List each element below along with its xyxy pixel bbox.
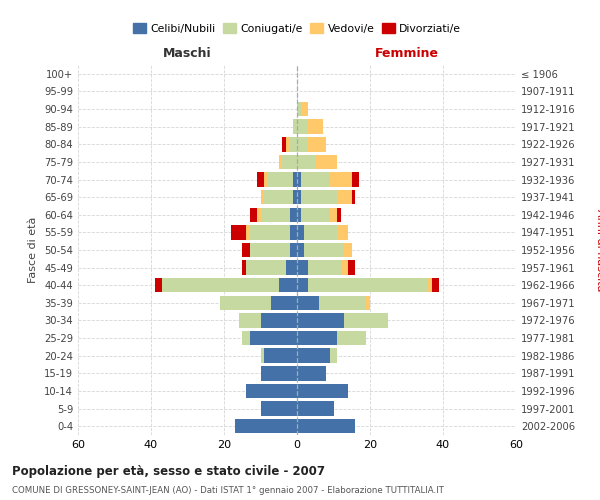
- Bar: [293, 190, 297, 204]
- Bar: [250, 225, 290, 240]
- Bar: [297, 419, 355, 434]
- Bar: [304, 225, 337, 240]
- Bar: [290, 243, 297, 257]
- Bar: [344, 243, 352, 257]
- Bar: [286, 260, 297, 275]
- Bar: [242, 243, 250, 257]
- Bar: [290, 208, 297, 222]
- Bar: [297, 225, 304, 240]
- Bar: [337, 331, 367, 345]
- Bar: [297, 208, 301, 222]
- Legend: Celibi/Nubili, Coniugati/e, Vedovi/e, Divorziati/e: Celibi/Nubili, Coniugati/e, Vedovi/e, Di…: [128, 18, 466, 38]
- Bar: [315, 154, 337, 169]
- Bar: [162, 278, 279, 292]
- Bar: [308, 278, 428, 292]
- Bar: [264, 172, 268, 186]
- Bar: [297, 348, 330, 363]
- Bar: [257, 208, 260, 222]
- Bar: [330, 348, 337, 363]
- Bar: [301, 208, 330, 222]
- Bar: [297, 260, 308, 275]
- Bar: [293, 172, 297, 186]
- Bar: [283, 154, 297, 169]
- Bar: [352, 190, 355, 204]
- Bar: [246, 384, 297, 398]
- Text: Femmine: Femmine: [374, 46, 439, 60]
- Bar: [344, 314, 388, 328]
- Bar: [260, 402, 297, 416]
- Bar: [279, 278, 297, 292]
- Bar: [301, 172, 330, 186]
- Bar: [297, 402, 334, 416]
- Bar: [367, 296, 370, 310]
- Bar: [297, 154, 315, 169]
- Bar: [297, 243, 304, 257]
- Bar: [341, 260, 348, 275]
- Bar: [297, 137, 308, 152]
- Bar: [264, 348, 297, 363]
- Bar: [246, 260, 286, 275]
- Bar: [220, 296, 271, 310]
- Bar: [432, 278, 439, 292]
- Bar: [337, 190, 352, 204]
- Text: Popolazione per età, sesso e stato civile - 2007: Popolazione per età, sesso e stato civil…: [12, 464, 325, 477]
- Bar: [428, 278, 432, 292]
- Bar: [250, 208, 257, 222]
- Bar: [264, 190, 293, 204]
- Bar: [155, 278, 162, 292]
- Bar: [260, 366, 297, 380]
- Bar: [297, 384, 348, 398]
- Bar: [297, 120, 308, 134]
- Bar: [297, 278, 308, 292]
- Bar: [319, 296, 367, 310]
- Bar: [232, 225, 246, 240]
- Bar: [260, 208, 290, 222]
- Bar: [279, 154, 283, 169]
- Bar: [290, 225, 297, 240]
- Bar: [260, 348, 264, 363]
- Bar: [297, 314, 344, 328]
- Bar: [283, 137, 286, 152]
- Text: Maschi: Maschi: [163, 46, 212, 60]
- Bar: [286, 137, 290, 152]
- Bar: [290, 137, 297, 152]
- Bar: [297, 172, 301, 186]
- Bar: [301, 102, 308, 117]
- Bar: [250, 331, 297, 345]
- Bar: [297, 102, 301, 117]
- Y-axis label: Fasce di età: Fasce di età: [28, 217, 38, 283]
- Bar: [246, 225, 250, 240]
- Bar: [308, 260, 341, 275]
- Bar: [304, 243, 344, 257]
- Bar: [348, 260, 355, 275]
- Bar: [242, 331, 250, 345]
- Bar: [293, 120, 297, 134]
- Bar: [330, 208, 337, 222]
- Bar: [271, 296, 297, 310]
- Bar: [250, 243, 290, 257]
- Bar: [308, 137, 326, 152]
- Bar: [242, 260, 246, 275]
- Bar: [301, 190, 337, 204]
- Y-axis label: Anni di nascita: Anni di nascita: [595, 209, 600, 291]
- Bar: [297, 190, 301, 204]
- Bar: [337, 208, 341, 222]
- Bar: [297, 331, 337, 345]
- Bar: [268, 172, 293, 186]
- Bar: [257, 172, 264, 186]
- Text: COMUNE DI GRESSONEY-SAINT-JEAN (AO) - Dati ISTAT 1° gennaio 2007 - Elaborazione : COMUNE DI GRESSONEY-SAINT-JEAN (AO) - Da…: [12, 486, 444, 495]
- Bar: [352, 172, 359, 186]
- Bar: [260, 314, 297, 328]
- Bar: [297, 296, 319, 310]
- Bar: [308, 120, 323, 134]
- Bar: [330, 172, 352, 186]
- Bar: [260, 190, 264, 204]
- Bar: [297, 366, 326, 380]
- Bar: [239, 314, 260, 328]
- Bar: [337, 225, 348, 240]
- Bar: [235, 419, 297, 434]
